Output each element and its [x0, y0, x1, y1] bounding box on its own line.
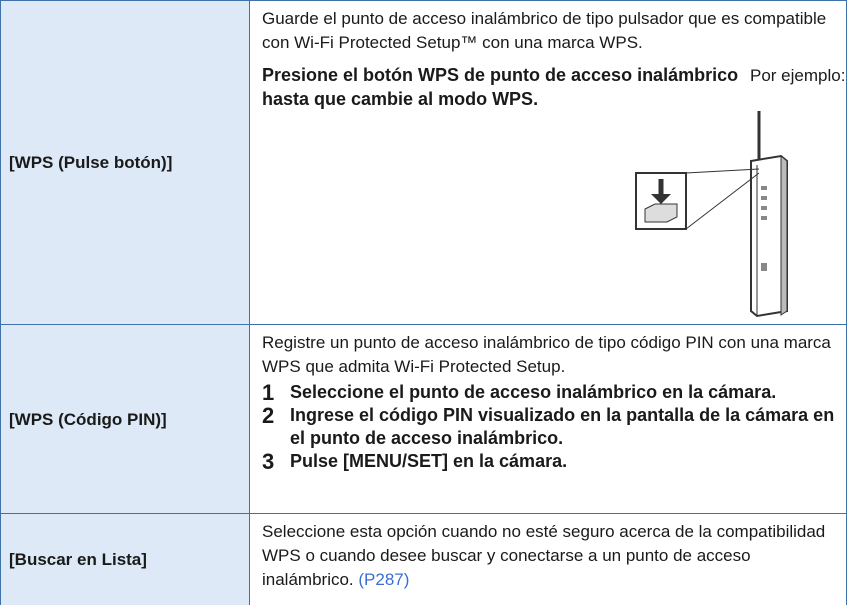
description: Seleccione esta opción cuando no esté se… — [262, 522, 826, 589]
step: 2 Ingrese el código PIN visualizado en la… — [262, 404, 836, 450]
step-text: Seleccione el punto de acceso inalámbric… — [290, 382, 777, 402]
table-row: [WPS (Código PIN)] Registre un punto de … — [0, 324, 847, 514]
row-cell: Guarde el punto de acceso inalámbrico de… — [251, 1, 847, 325]
row-label: [Buscar en Lista] — [0, 514, 250, 605]
instruction: Presione el botón WPS de punto de acceso… — [262, 65, 739, 109]
row-label: [WPS (Código PIN)] — [0, 325, 250, 514]
row-cell: Seleccione esta opción cuando no esté se… — [251, 514, 847, 605]
description: Registre un punto de acceso inalámbrico … — [262, 333, 831, 376]
step-number: 1 — [262, 380, 275, 405]
step-number: 3 — [262, 449, 275, 474]
table-row: [Buscar en Lista] Seleccione esta opción… — [0, 513, 847, 605]
table-row: [WPS (Pulse botón)] Guarde el punto de a… — [0, 0, 847, 325]
description: Guarde el punto de acceso inalámbrico de… — [262, 9, 827, 52]
step: 1 Seleccione el punto de acceso inalámbri… — [262, 381, 836, 404]
step: 3 Pulse [MENU/SET] en la cámara. — [262, 450, 836, 473]
step-text: Ingrese el código PIN visualizado en la … — [290, 405, 835, 448]
step-text: Pulse [MENU/SET] en la cámara. — [290, 451, 568, 471]
router-illustration — [635, 111, 788, 318]
row-cell: Registre un punto de acceso inalámbrico … — [251, 325, 847, 514]
step-number: 2 — [262, 403, 275, 428]
row-label: [WPS (Pulse botón)] — [0, 1, 250, 325]
steps: 1 Seleccione el punto de acceso inalámbri… — [262, 381, 836, 473]
page-link[interactable]: (P287) — [358, 570, 410, 589]
example-label: Por ejemplo: — [750, 66, 846, 85]
